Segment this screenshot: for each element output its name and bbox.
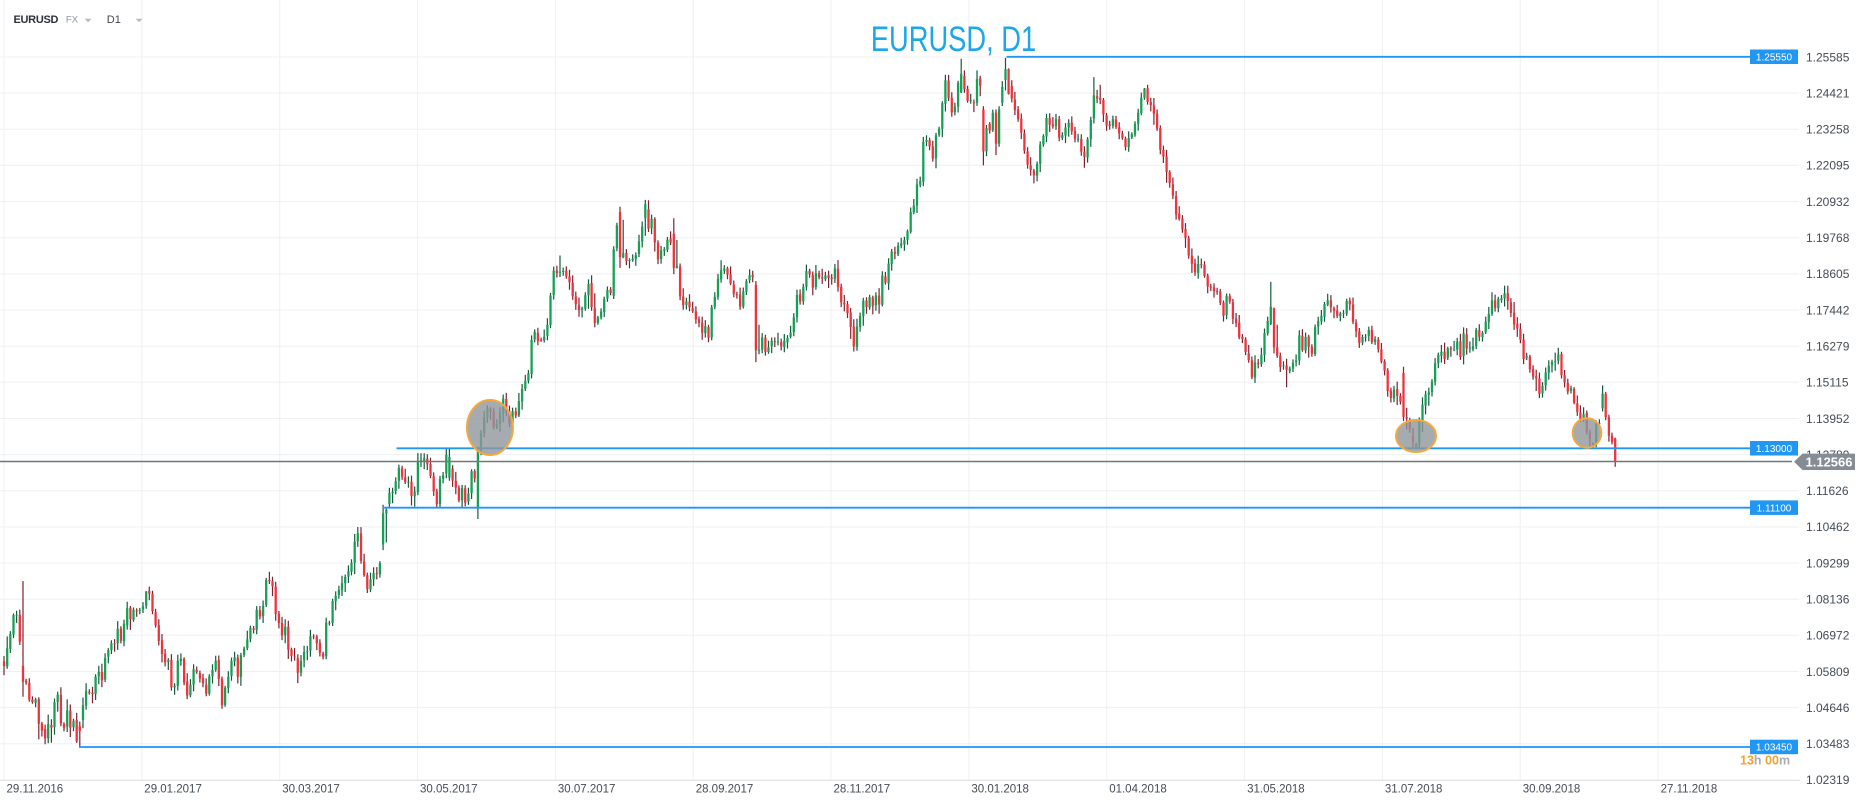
svg-text:1.23258: 1.23258	[1806, 123, 1850, 137]
svg-text:1.11626: 1.11626	[1806, 484, 1849, 498]
svg-text:D1: D1	[107, 14, 121, 26]
svg-text:1.03450: 1.03450	[1756, 743, 1793, 754]
svg-text:27.11.2018: 27.11.2018	[1661, 784, 1718, 796]
svg-text:31.07.2018: 31.07.2018	[1385, 784, 1443, 796]
svg-text:1.09299: 1.09299	[1806, 556, 1850, 570]
svg-text:1.05809: 1.05809	[1806, 665, 1850, 679]
svg-text:1.11100: 1.11100	[1757, 503, 1792, 514]
svg-text:1.08136: 1.08136	[1806, 593, 1850, 607]
svg-text:30.03.2017: 30.03.2017	[282, 784, 340, 796]
svg-text:1.04646: 1.04646	[1806, 701, 1850, 715]
svg-text:29.01.2017: 29.01.2017	[144, 784, 202, 796]
svg-text:EURUSD: EURUSD	[14, 14, 59, 26]
svg-text:1.24421: 1.24421	[1806, 86, 1850, 100]
svg-text:1.17442: 1.17442	[1806, 303, 1850, 317]
svg-text:1.16279: 1.16279	[1806, 340, 1850, 354]
svg-text:1.02319: 1.02319	[1806, 773, 1850, 787]
svg-text:1.20932: 1.20932	[1806, 195, 1850, 209]
svg-text:13h 00m: 13h 00m	[1740, 753, 1790, 767]
svg-text:30.05.2017: 30.05.2017	[420, 784, 478, 796]
svg-text:30.01.2018: 30.01.2018	[971, 784, 1029, 796]
svg-text:1.19768: 1.19768	[1806, 231, 1850, 245]
svg-text:FX: FX	[66, 15, 79, 26]
svg-text:1.25585: 1.25585	[1806, 50, 1850, 64]
svg-text:30.09.2018: 30.09.2018	[1523, 784, 1581, 796]
svg-text:1.13952: 1.13952	[1806, 412, 1850, 426]
svg-text:1.13000: 1.13000	[1756, 444, 1793, 455]
svg-text:28.11.2017: 28.11.2017	[834, 784, 891, 796]
svg-text:30.07.2017: 30.07.2017	[558, 784, 616, 796]
svg-text:28.09.2017: 28.09.2017	[696, 784, 754, 796]
svg-text:1.25550: 1.25550	[1756, 52, 1793, 63]
svg-text:31.05.2018: 31.05.2018	[1247, 784, 1305, 796]
svg-text:EURUSD, D1: EURUSD, D1	[871, 20, 1036, 59]
svg-text:1.06972: 1.06972	[1806, 629, 1850, 643]
svg-text:29.11.2016: 29.11.2016	[7, 784, 64, 796]
svg-text:1.22095: 1.22095	[1806, 159, 1850, 173]
svg-text:1.03483: 1.03483	[1806, 737, 1850, 751]
svg-text:1.10462: 1.10462	[1806, 520, 1850, 534]
svg-text:1.18605: 1.18605	[1806, 267, 1850, 281]
svg-text:01.04.2018: 01.04.2018	[1109, 784, 1167, 796]
svg-text:1.15115: 1.15115	[1806, 376, 1849, 390]
svg-text:1.12566: 1.12566	[1806, 454, 1853, 469]
